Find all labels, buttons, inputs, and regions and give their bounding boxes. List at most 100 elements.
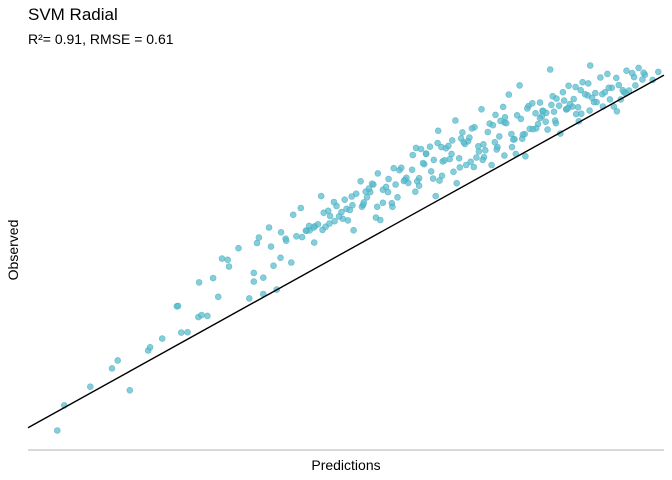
- data-point: [481, 147, 489, 154]
- data-point: [441, 157, 448, 164]
- data-point: [277, 229, 285, 236]
- data-point: [508, 143, 516, 151]
- data-point: [326, 212, 334, 220]
- data-point: [287, 259, 295, 266]
- data-point: [331, 217, 338, 225]
- data-point: [478, 106, 485, 113]
- data-point: [259, 274, 267, 282]
- data-point: [174, 302, 182, 310]
- data-point: [574, 104, 582, 111]
- data-point: [501, 152, 508, 159]
- data-point: [553, 95, 560, 102]
- data-point: [448, 137, 456, 144]
- data-point: [419, 159, 427, 167]
- data-point: [615, 81, 623, 89]
- data-point: [317, 192, 325, 200]
- chart-subtitle: R²= 0.91, RMSE = 0.61: [28, 31, 174, 47]
- data-point: [528, 100, 536, 107]
- data-point: [632, 82, 639, 89]
- x-axis-label: Predictions: [311, 457, 380, 473]
- data-point: [198, 311, 205, 319]
- data-point: [517, 115, 525, 123]
- data-point: [452, 117, 459, 124]
- data-point: [448, 150, 455, 158]
- data-point: [346, 206, 354, 214]
- data-point: [289, 211, 297, 219]
- data-point: [417, 145, 425, 153]
- data-point: [384, 188, 392, 196]
- data-point: [502, 119, 510, 127]
- data-point: [108, 365, 116, 372]
- data-point: [499, 103, 507, 111]
- data-point: [497, 117, 504, 125]
- data-point: [522, 153, 529, 160]
- data-point: [612, 74, 620, 82]
- data-point: [218, 255, 226, 262]
- data-point: [389, 203, 396, 211]
- data-point: [372, 214, 380, 221]
- data-point: [579, 78, 586, 86]
- data-point: [542, 118, 550, 125]
- data-point: [623, 67, 630, 74]
- data-point: [302, 227, 310, 234]
- data-point: [488, 161, 495, 169]
- data-point: [591, 89, 599, 97]
- data-point: [415, 182, 423, 189]
- data-point: [436, 177, 443, 184]
- data-point: [374, 170, 382, 177]
- data-point: [282, 237, 290, 244]
- data-point: [408, 166, 416, 174]
- data-point: [462, 161, 470, 169]
- data-point: [584, 80, 592, 87]
- data-point: [635, 64, 642, 72]
- data-point: [404, 179, 412, 187]
- data-point: [310, 239, 318, 246]
- data-point: [456, 164, 464, 171]
- data-point: [126, 386, 134, 394]
- data-point: [453, 180, 461, 187]
- data-point: [427, 168, 435, 175]
- data-point: [566, 100, 574, 108]
- data-point: [341, 196, 349, 203]
- data-point: [551, 117, 559, 124]
- data-point: [606, 96, 614, 103]
- data-point: [225, 263, 233, 270]
- data-point: [581, 90, 589, 98]
- data-point: [178, 329, 185, 336]
- data-point: [338, 208, 345, 216]
- data-point: [267, 243, 275, 250]
- data-point: [397, 164, 405, 172]
- data-point: [455, 155, 463, 162]
- data-point: [184, 328, 191, 336]
- data-point: [548, 101, 555, 109]
- data-point: [430, 156, 438, 164]
- data-point: [365, 185, 373, 192]
- data-point: [368, 180, 376, 187]
- data-point: [586, 62, 594, 69]
- data-point: [373, 203, 381, 211]
- data-point: [588, 94, 596, 102]
- data-point: [467, 158, 475, 166]
- data-point: [314, 221, 322, 228]
- data-point: [379, 199, 387, 207]
- data-point: [492, 111, 499, 119]
- data-point: [450, 168, 457, 176]
- data-point: [619, 86, 627, 94]
- data-point: [320, 209, 328, 217]
- data-point: [484, 128, 492, 136]
- data-point: [468, 125, 476, 132]
- data-point: [195, 279, 203, 286]
- data-point: [250, 269, 258, 277]
- data-point: [532, 110, 539, 117]
- data-point: [360, 199, 368, 206]
- data-point: [265, 224, 273, 231]
- data-point: [505, 91, 513, 98]
- data-point: [489, 121, 497, 129]
- data-point: [479, 156, 487, 164]
- data-point: [298, 233, 306, 241]
- data-point: [604, 70, 611, 78]
- data-point: [270, 262, 277, 270]
- data-point: [640, 69, 647, 76]
- data-point: [146, 343, 154, 351]
- data-point: [605, 84, 613, 92]
